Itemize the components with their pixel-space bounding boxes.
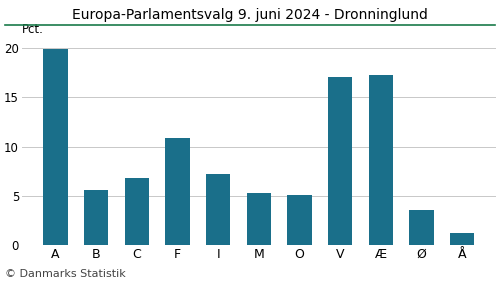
Bar [368,74,393,245]
Bar [328,78,352,245]
Text: Pct.: Pct. [22,23,44,36]
Text: Europa-Parlamentsvalg 9. juni 2024 - Dronninglund: Europa-Parlamentsvalg 9. juni 2024 - Dro… [72,8,428,23]
Bar [288,195,312,245]
Bar [409,210,434,245]
Bar [124,178,149,245]
Text: © Danmarks Statistik: © Danmarks Statistik [5,269,126,279]
Bar [246,193,271,245]
Bar [84,190,108,245]
Bar [206,174,231,245]
Bar [166,138,190,245]
Bar [450,233,474,245]
Bar [44,49,68,245]
